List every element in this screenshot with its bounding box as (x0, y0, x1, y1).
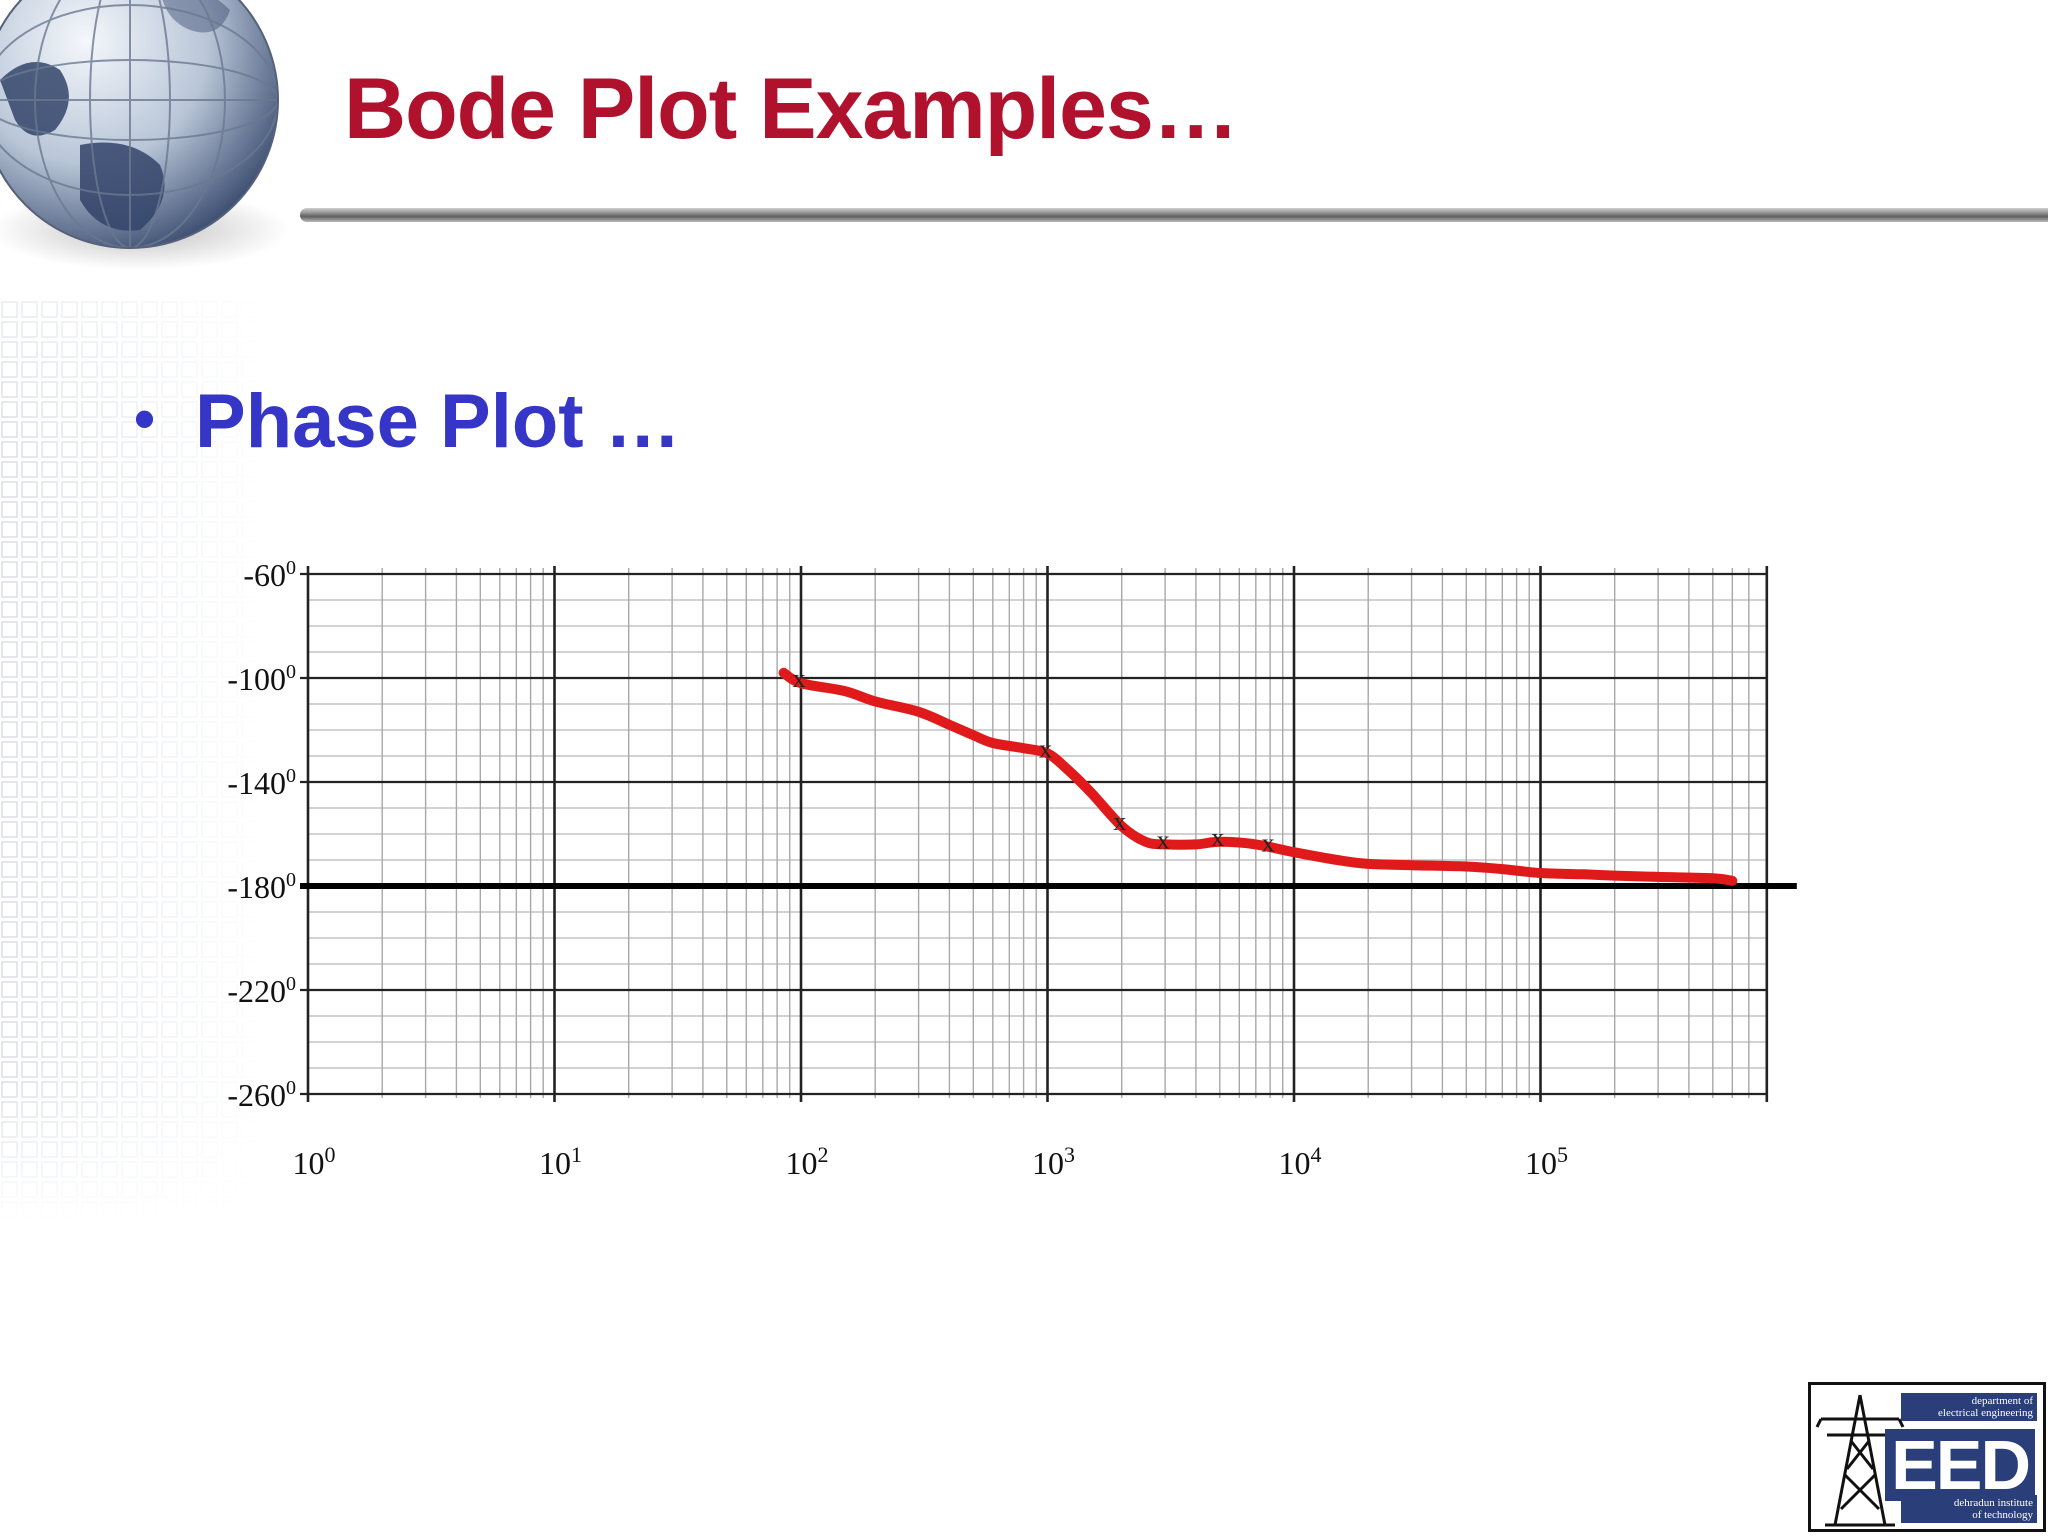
transmission-tower-icon (1815, 1394, 1905, 1527)
y-tick-label: -2600 (227, 1077, 296, 1113)
title-divider (300, 208, 2048, 222)
major-gridlines-vertical (306, 566, 1769, 1102)
y-axis-tick-labels: -600 -1000 -1400 -1800 -2200 -2600 (227, 557, 296, 1113)
data-marker: x (1039, 734, 1052, 763)
x-tick-label: 100 (293, 1142, 336, 1181)
data-point-markers: x x x x x x (793, 664, 1275, 857)
minor-gridlines-vertical (381, 568, 1750, 1098)
bullet-item: • Phase Plot … (134, 378, 681, 465)
y-tick-label: -1800 (227, 869, 296, 905)
slide-title: Bode Plot Examples… (344, 61, 1239, 157)
background-grid-texture (0, 300, 260, 1220)
x-tick-label: 102 (786, 1142, 829, 1181)
x-tick-label: 104 (1279, 1142, 1322, 1181)
eed-letters: EED (1885, 1429, 2035, 1501)
bullet-text: Phase Plot … (195, 379, 681, 464)
minor-gridlines-horizontal (308, 573, 1767, 1095)
data-marker: x (793, 664, 806, 693)
bullet-dot: • (134, 385, 156, 452)
data-marker: x (1113, 807, 1126, 836)
y-tick-label: -600 (243, 557, 296, 593)
x-tick-label: 103 (1032, 1142, 1075, 1181)
x-tick-label: 105 (1525, 1142, 1568, 1181)
y-tick-label: -1400 (227, 765, 296, 801)
x-tick-label: 101 (539, 1142, 582, 1181)
x-axis-tick-labels: 100 101 102 103 104 105 (293, 1142, 1569, 1181)
globe-icon (0, 0, 290, 270)
eed-logo: department of electrical engineering EED… (1808, 1382, 2046, 1532)
data-marker: x (1157, 825, 1170, 854)
eed-institute-label: dehradun institute of technology (1901, 1495, 2037, 1523)
phase-curve-series (778, 667, 1738, 886)
data-marker: x (1262, 828, 1275, 857)
y-tick-label: -1000 (227, 661, 296, 697)
data-marker: x (1211, 823, 1224, 852)
y-tick-label: -2200 (227, 973, 296, 1009)
eed-dept-label: department of electrical engineering (1901, 1393, 2037, 1421)
